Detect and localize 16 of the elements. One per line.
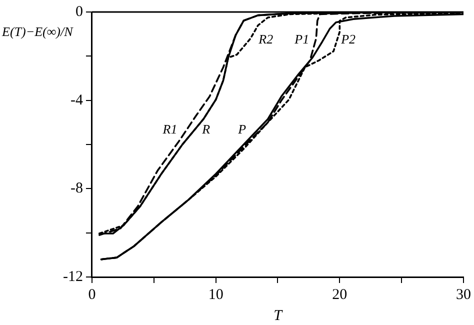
y-tick-label: -4 bbox=[70, 92, 84, 108]
x-tick-label: 30 bbox=[456, 286, 471, 303]
x-tick-label: 10 bbox=[208, 286, 224, 303]
series-label: P1 bbox=[294, 32, 310, 47]
y-axis-title: E(T)−E(∞)/N bbox=[2, 24, 73, 40]
y-tick-label: -12 bbox=[62, 268, 83, 285]
series-label: R2 bbox=[258, 32, 274, 47]
x-tick-label: 0 bbox=[88, 286, 96, 303]
x-axis-title: T bbox=[274, 308, 284, 324]
x-tick-label: 20 bbox=[332, 286, 348, 303]
series-label: R1 bbox=[162, 121, 178, 136]
series-label: P2 bbox=[340, 32, 356, 47]
series-label: R bbox=[201, 121, 210, 136]
y-tick-label: 0 bbox=[75, 4, 83, 20]
series-label: P bbox=[237, 121, 246, 136]
y-tick-label: -8 bbox=[70, 180, 83, 197]
